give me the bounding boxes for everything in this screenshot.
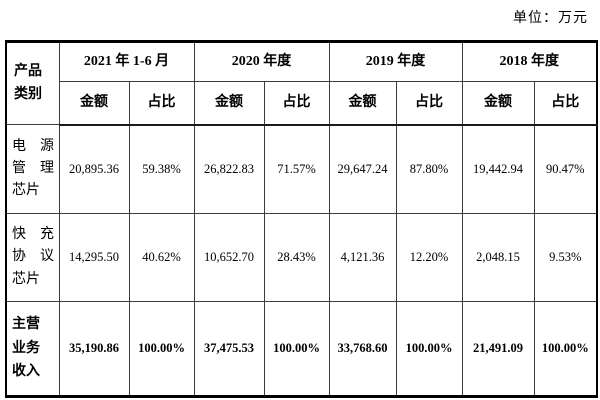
amount-cell: 29,647.24 — [328, 124, 397, 214]
col-header-2018: 2018 年度 — [461, 41, 598, 82]
ratio-cell: 100.00% — [395, 301, 463, 397]
subheader-amount: 金额 — [193, 81, 265, 126]
row-label: 快 充 协 议 芯片 — [5, 213, 60, 302]
table-row-power-management-chips: 电 源 管 理 芯片 20,895.36 59.38% 26,822.83 71… — [5, 124, 598, 214]
amount-cell: 20,895.36 — [58, 124, 130, 214]
ratio-cell: 71.57% — [263, 124, 330, 214]
ratio-cell: 59.38% — [128, 124, 195, 214]
amount-cell: 26,822.83 — [193, 124, 265, 214]
ratio-cell: 40.62% — [128, 213, 195, 302]
ratio-cell: 9.53% — [533, 213, 598, 302]
col-header-2021h1: 2021 年 1-6 月 — [58, 41, 195, 82]
ratio-cell: 90.47% — [533, 124, 598, 214]
subheader-ratio: 占比 — [263, 81, 330, 126]
ratio-cell: 100.00% — [128, 301, 195, 397]
amount-cell: 2,048.15 — [461, 213, 535, 302]
amount-cell: 4,121.36 — [328, 213, 397, 302]
subheader-ratio: 占比 — [128, 81, 195, 126]
ratio-cell: 87.80% — [395, 124, 463, 214]
table-row-fast-charging-protocol-chips: 快 充 协 议 芯片 14,295.50 40.62% 10,652.70 28… — [5, 213, 598, 302]
ratio-cell: 100.00% — [533, 301, 598, 397]
subheader-amount: 金额 — [461, 81, 535, 126]
subheader-amount: 金额 — [328, 81, 397, 126]
col-header-2020: 2020 年度 — [193, 41, 330, 82]
table-row-main-business-revenue-total: 主营 业务 收入 35,190.86 100.00% 37,475.53 100… — [5, 301, 598, 397]
amount-cell: 19,442.94 — [461, 124, 535, 214]
ratio-cell: 100.00% — [263, 301, 330, 397]
amount-cell: 14,295.50 — [58, 213, 130, 302]
amount-cell: 35,190.86 — [58, 301, 130, 397]
row-label: 电 源 管 理 芯片 — [5, 124, 60, 214]
amount-cell: 37,475.53 — [193, 301, 265, 397]
ratio-cell: 12.20% — [395, 213, 463, 302]
row-label: 主营 业务 收入 — [5, 301, 60, 397]
amount-cell: 10,652.70 — [193, 213, 265, 302]
unit-label: 单位：万元 — [513, 11, 588, 26]
header-row-subheaders: 金额 占比 金额 占比 金额 占比 金额 占比 — [6, 81, 598, 126]
subheader-amount: 金额 — [58, 81, 130, 126]
amount-cell: 33,768.60 — [328, 301, 397, 397]
corner-header-product-category: 产品 类别 — [5, 41, 60, 125]
subheader-ratio: 占比 — [395, 81, 463, 126]
subheader-ratio: 占比 — [533, 81, 598, 126]
ratio-cell: 28.43% — [263, 213, 330, 302]
col-header-2019: 2019 年度 — [328, 41, 463, 82]
header-row-years: 产品 类别 2021 年 1-6 月 2020 年度 2019 年度 2018 … — [5, 41, 598, 125]
revenue-by-product-table: 产品 类别 2021 年 1-6 月 2020 年度 2019 年度 2018 … — [5, 40, 599, 398]
amount-cell: 21,491.09 — [461, 301, 535, 397]
